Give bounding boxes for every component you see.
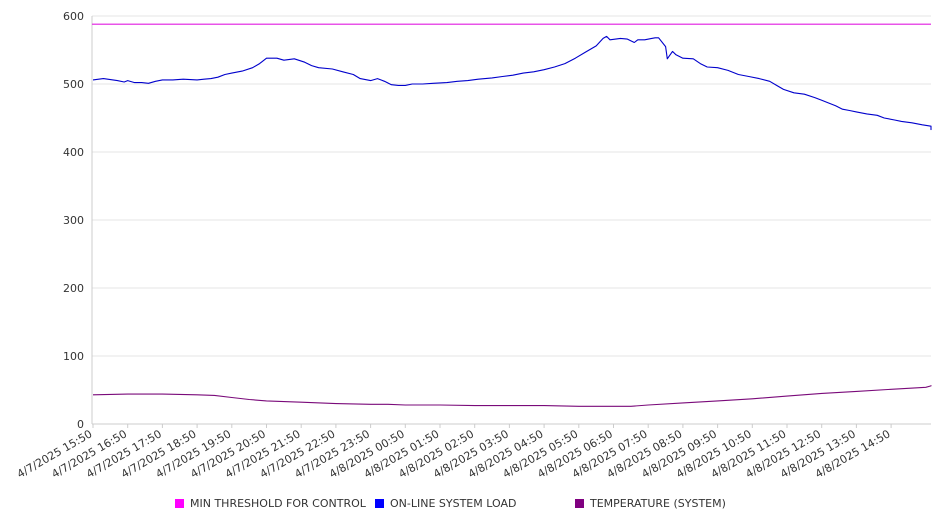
x-axis-tick-labels: 4/7/2025 15:504/7/2025 16:504/7/2025 17:… [15,427,893,481]
y-tick-label: 600 [63,10,84,23]
series-line-temperature [92,385,932,407]
y-tick-label: 500 [63,78,84,91]
y-tick-label: 400 [63,146,84,159]
axes [91,16,931,428]
series-lines [92,23,932,407]
y-tick-label: 100 [63,350,84,363]
legend-label-min-threshold: MIN THRESHOLD FOR CONTROL [190,497,366,510]
legend-swatch-system-load [375,499,384,508]
legend-item-min-threshold[interactable]: MIN THRESHOLD FOR CONTROL [175,497,366,510]
grid-lines [92,15,931,357]
legend: MIN THRESHOLD FOR CONTROL ON-LINE SYSTEM… [0,497,946,515]
legend-swatch-min-threshold [175,499,184,508]
y-tick-label: 300 [63,214,84,227]
legend-item-system-load[interactable]: ON-LINE SYSTEM LOAD [375,497,516,510]
legend-label-temperature: TEMPERATURE (SYSTEM) [590,497,726,510]
y-axis-tick-labels: 0 100 200 300 400 500 600 [63,10,84,431]
series-line-system-load [92,35,932,131]
legend-label-system-load: ON-LINE SYSTEM LOAD [390,497,517,510]
legend-swatch-temperature [575,499,584,508]
y-tick-label: 0 [77,418,84,431]
legend-item-temperature[interactable]: TEMPERATURE (SYSTEM) [575,497,726,510]
y-tick-label: 200 [63,282,84,295]
